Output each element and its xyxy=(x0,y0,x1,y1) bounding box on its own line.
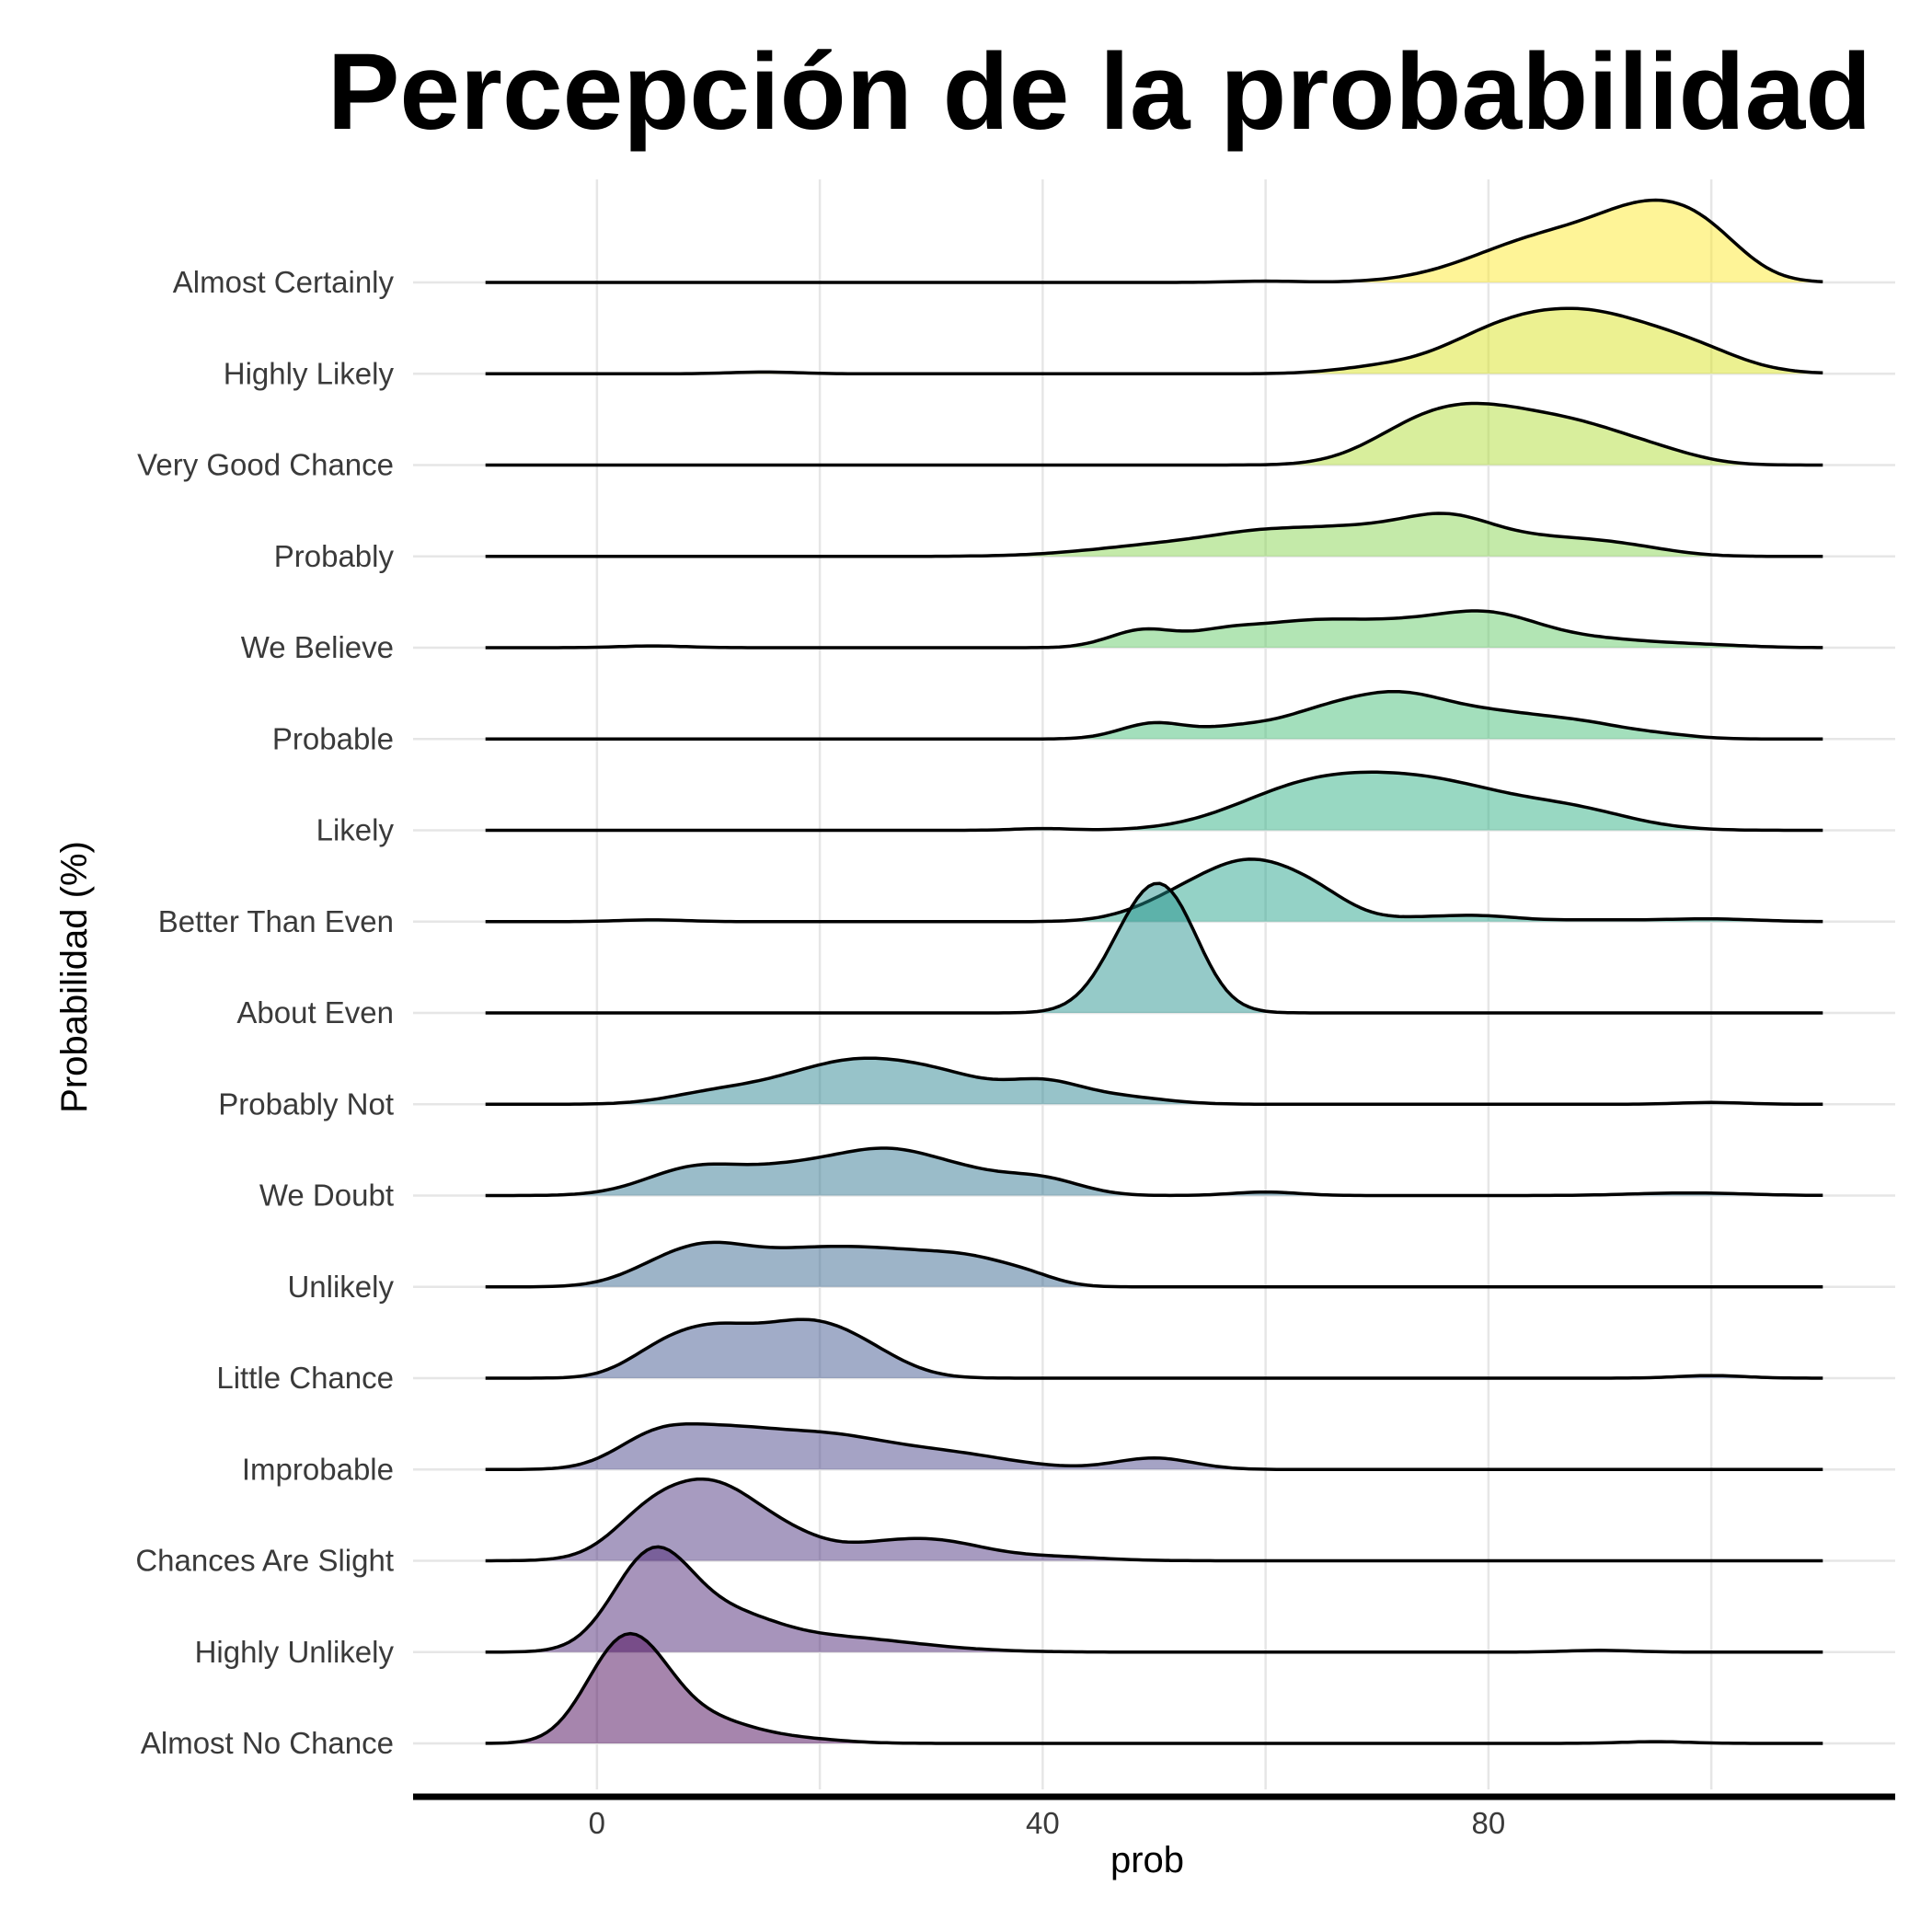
ridge-highly-unlikely xyxy=(485,1545,1823,1654)
ridge-almost-no-chance xyxy=(485,1631,1823,1745)
ridge-probably-not xyxy=(485,1056,1823,1106)
ridge-fill-we-doubt xyxy=(485,1148,1823,1196)
ridge-fill-about-even xyxy=(485,883,1823,1013)
ridge-fill-probably-not xyxy=(485,1058,1823,1105)
ridge-line-unlikely xyxy=(485,1240,1823,1289)
ridge-line-chances-are-slight xyxy=(485,1477,1823,1563)
ridge-very-good-chance xyxy=(485,401,1823,467)
ridge-unlikely xyxy=(485,1240,1823,1289)
y-tick-label-about-even: About Even xyxy=(236,995,394,1029)
ridge-improbable xyxy=(485,1421,1823,1472)
ridge-better-than-even xyxy=(485,857,1823,924)
y-tick-labels: Almost Certainly Highly Likely Very Good C… xyxy=(135,265,394,1760)
ridge-line-likely xyxy=(485,770,1823,833)
x-tick-label-40: 40 xyxy=(1026,1806,1060,1840)
x-tick-label-0: 0 xyxy=(589,1806,605,1840)
ridge-fill-better-than-even xyxy=(485,858,1823,922)
ridge-line-almost-no-chance xyxy=(485,1631,1823,1745)
x-axis-label: prob xyxy=(1110,1840,1184,1880)
ridge-line-we-believe xyxy=(485,609,1823,650)
ridge-line-probable xyxy=(485,689,1823,742)
ridges xyxy=(485,198,1823,1745)
ridge-almost-certainly xyxy=(485,198,1823,284)
y-tick-label-chances-are-slight: Chances Are Slight xyxy=(135,1544,394,1578)
y-tick-label-improbable: Improbable xyxy=(242,1452,394,1486)
ridge-fill-likely xyxy=(485,772,1823,831)
ridge-line-probably xyxy=(485,512,1823,558)
ridge-line-we-doubt xyxy=(485,1146,1823,1198)
y-tick-label-highly-unlikely: Highly Unlikely xyxy=(195,1635,395,1669)
y-tick-label-probable: Probable xyxy=(272,721,394,755)
ridge-fill-improbable xyxy=(485,1423,1823,1470)
ridge-fill-chances-are-slight xyxy=(485,1478,1823,1561)
ridge-fill-almost-no-chance xyxy=(485,1633,1823,1743)
ridge-fill-almost-certainly xyxy=(485,200,1823,282)
ridge-line-highly-likely xyxy=(485,306,1823,376)
ridge-line-little-chance xyxy=(485,1317,1823,1380)
chart-title: Percepción de la probabilidad xyxy=(328,31,1872,153)
ridge-highly-likely xyxy=(485,306,1823,376)
ridge-line-probably-not xyxy=(485,1056,1823,1106)
ridge-we-believe xyxy=(485,609,1823,650)
y-tick-label-almost-no-chance: Almost No Chance xyxy=(141,1726,394,1760)
y-tick-label-likely: Likely xyxy=(316,813,395,847)
ridge-probable xyxy=(485,689,1823,742)
ridge-fill-little-chance xyxy=(485,1319,1823,1378)
ridge-line-better-than-even xyxy=(485,857,1823,924)
ridge-about-even xyxy=(485,881,1823,1015)
ridge-likely xyxy=(485,770,1823,833)
y-tick-label-probably-not: Probably Not xyxy=(218,1087,394,1121)
x-tick-labels: 0 40 80 xyxy=(589,1806,1506,1840)
ridge-probably xyxy=(485,512,1823,558)
y-tick-label-unlikely: Unlikely xyxy=(287,1270,394,1304)
ridge-line-about-even xyxy=(485,881,1823,1015)
ridge-line-almost-certainly xyxy=(485,198,1823,284)
y-axis-label: Probabilidad (%) xyxy=(54,841,95,1113)
ridge-line-improbable xyxy=(485,1421,1823,1472)
y-tick-label-we-believe: We Believe xyxy=(241,630,394,664)
ridge-fill-probably xyxy=(485,513,1823,557)
ridge-little-chance xyxy=(485,1317,1823,1380)
ridge-fill-very-good-chance xyxy=(485,403,1823,466)
ridge-line-very-good-chance xyxy=(485,401,1823,467)
ridge-fill-highly-unlikely xyxy=(485,1547,1823,1652)
ridge-fill-probable xyxy=(485,691,1823,740)
y-tick-label-very-good-chance: Very Good Chance xyxy=(137,448,394,482)
ridge-we-doubt xyxy=(485,1146,1823,1198)
y-tick-label-probably: Probably xyxy=(274,539,395,573)
y-tick-label-highly-likely: Highly Likely xyxy=(224,356,395,390)
y-tick-label-better-than-even: Better Than Even xyxy=(158,904,394,938)
x-tick-label-80: 80 xyxy=(1472,1806,1506,1840)
ridge-fill-highly-likely xyxy=(485,308,1823,374)
y-tick-label-almost-certainly: Almost Certainly xyxy=(173,265,395,299)
ridge-fill-unlikely xyxy=(485,1242,1823,1287)
ridge-chances-are-slight xyxy=(485,1477,1823,1563)
ridge-line-highly-unlikely xyxy=(485,1545,1823,1654)
y-tick-label-we-doubt: We Doubt xyxy=(259,1179,394,1213)
y-tick-label-little-chance: Little Chance xyxy=(216,1361,394,1395)
